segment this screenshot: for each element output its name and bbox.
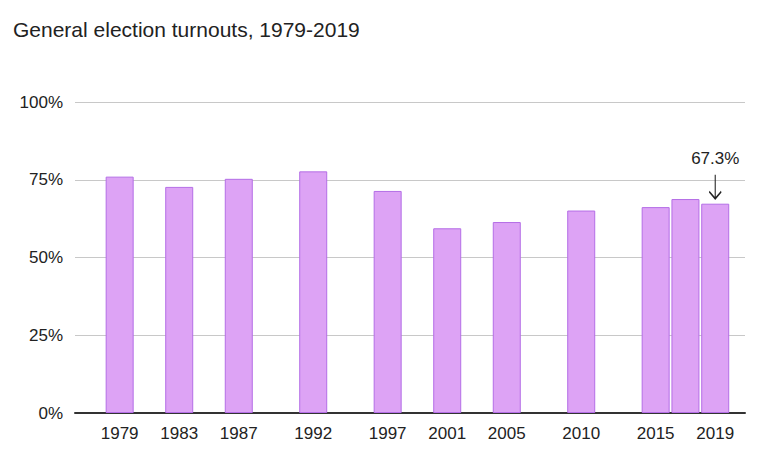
svg-text:100%: 100%	[20, 93, 63, 112]
svg-text:1997: 1997	[369, 424, 407, 443]
svg-text:1979: 1979	[101, 424, 139, 443]
svg-text:General election turnouts, 197: General election turnouts, 1979-2019	[13, 18, 360, 41]
svg-text:25%: 25%	[29, 326, 63, 345]
svg-text:1992: 1992	[294, 424, 332, 443]
svg-text:75%: 75%	[29, 170, 63, 189]
svg-text:2001: 2001	[428, 424, 466, 443]
svg-text:1987: 1987	[220, 424, 258, 443]
svg-text:2010: 2010	[562, 424, 600, 443]
svg-text:50%: 50%	[29, 248, 63, 267]
svg-text:2019: 2019	[696, 424, 734, 443]
svg-text:2005: 2005	[488, 424, 526, 443]
svg-text:0%: 0%	[38, 404, 63, 423]
svg-text:1983: 1983	[160, 424, 198, 443]
svg-text:67.3%: 67.3%	[691, 149, 739, 168]
svg-text:2015: 2015	[637, 424, 675, 443]
